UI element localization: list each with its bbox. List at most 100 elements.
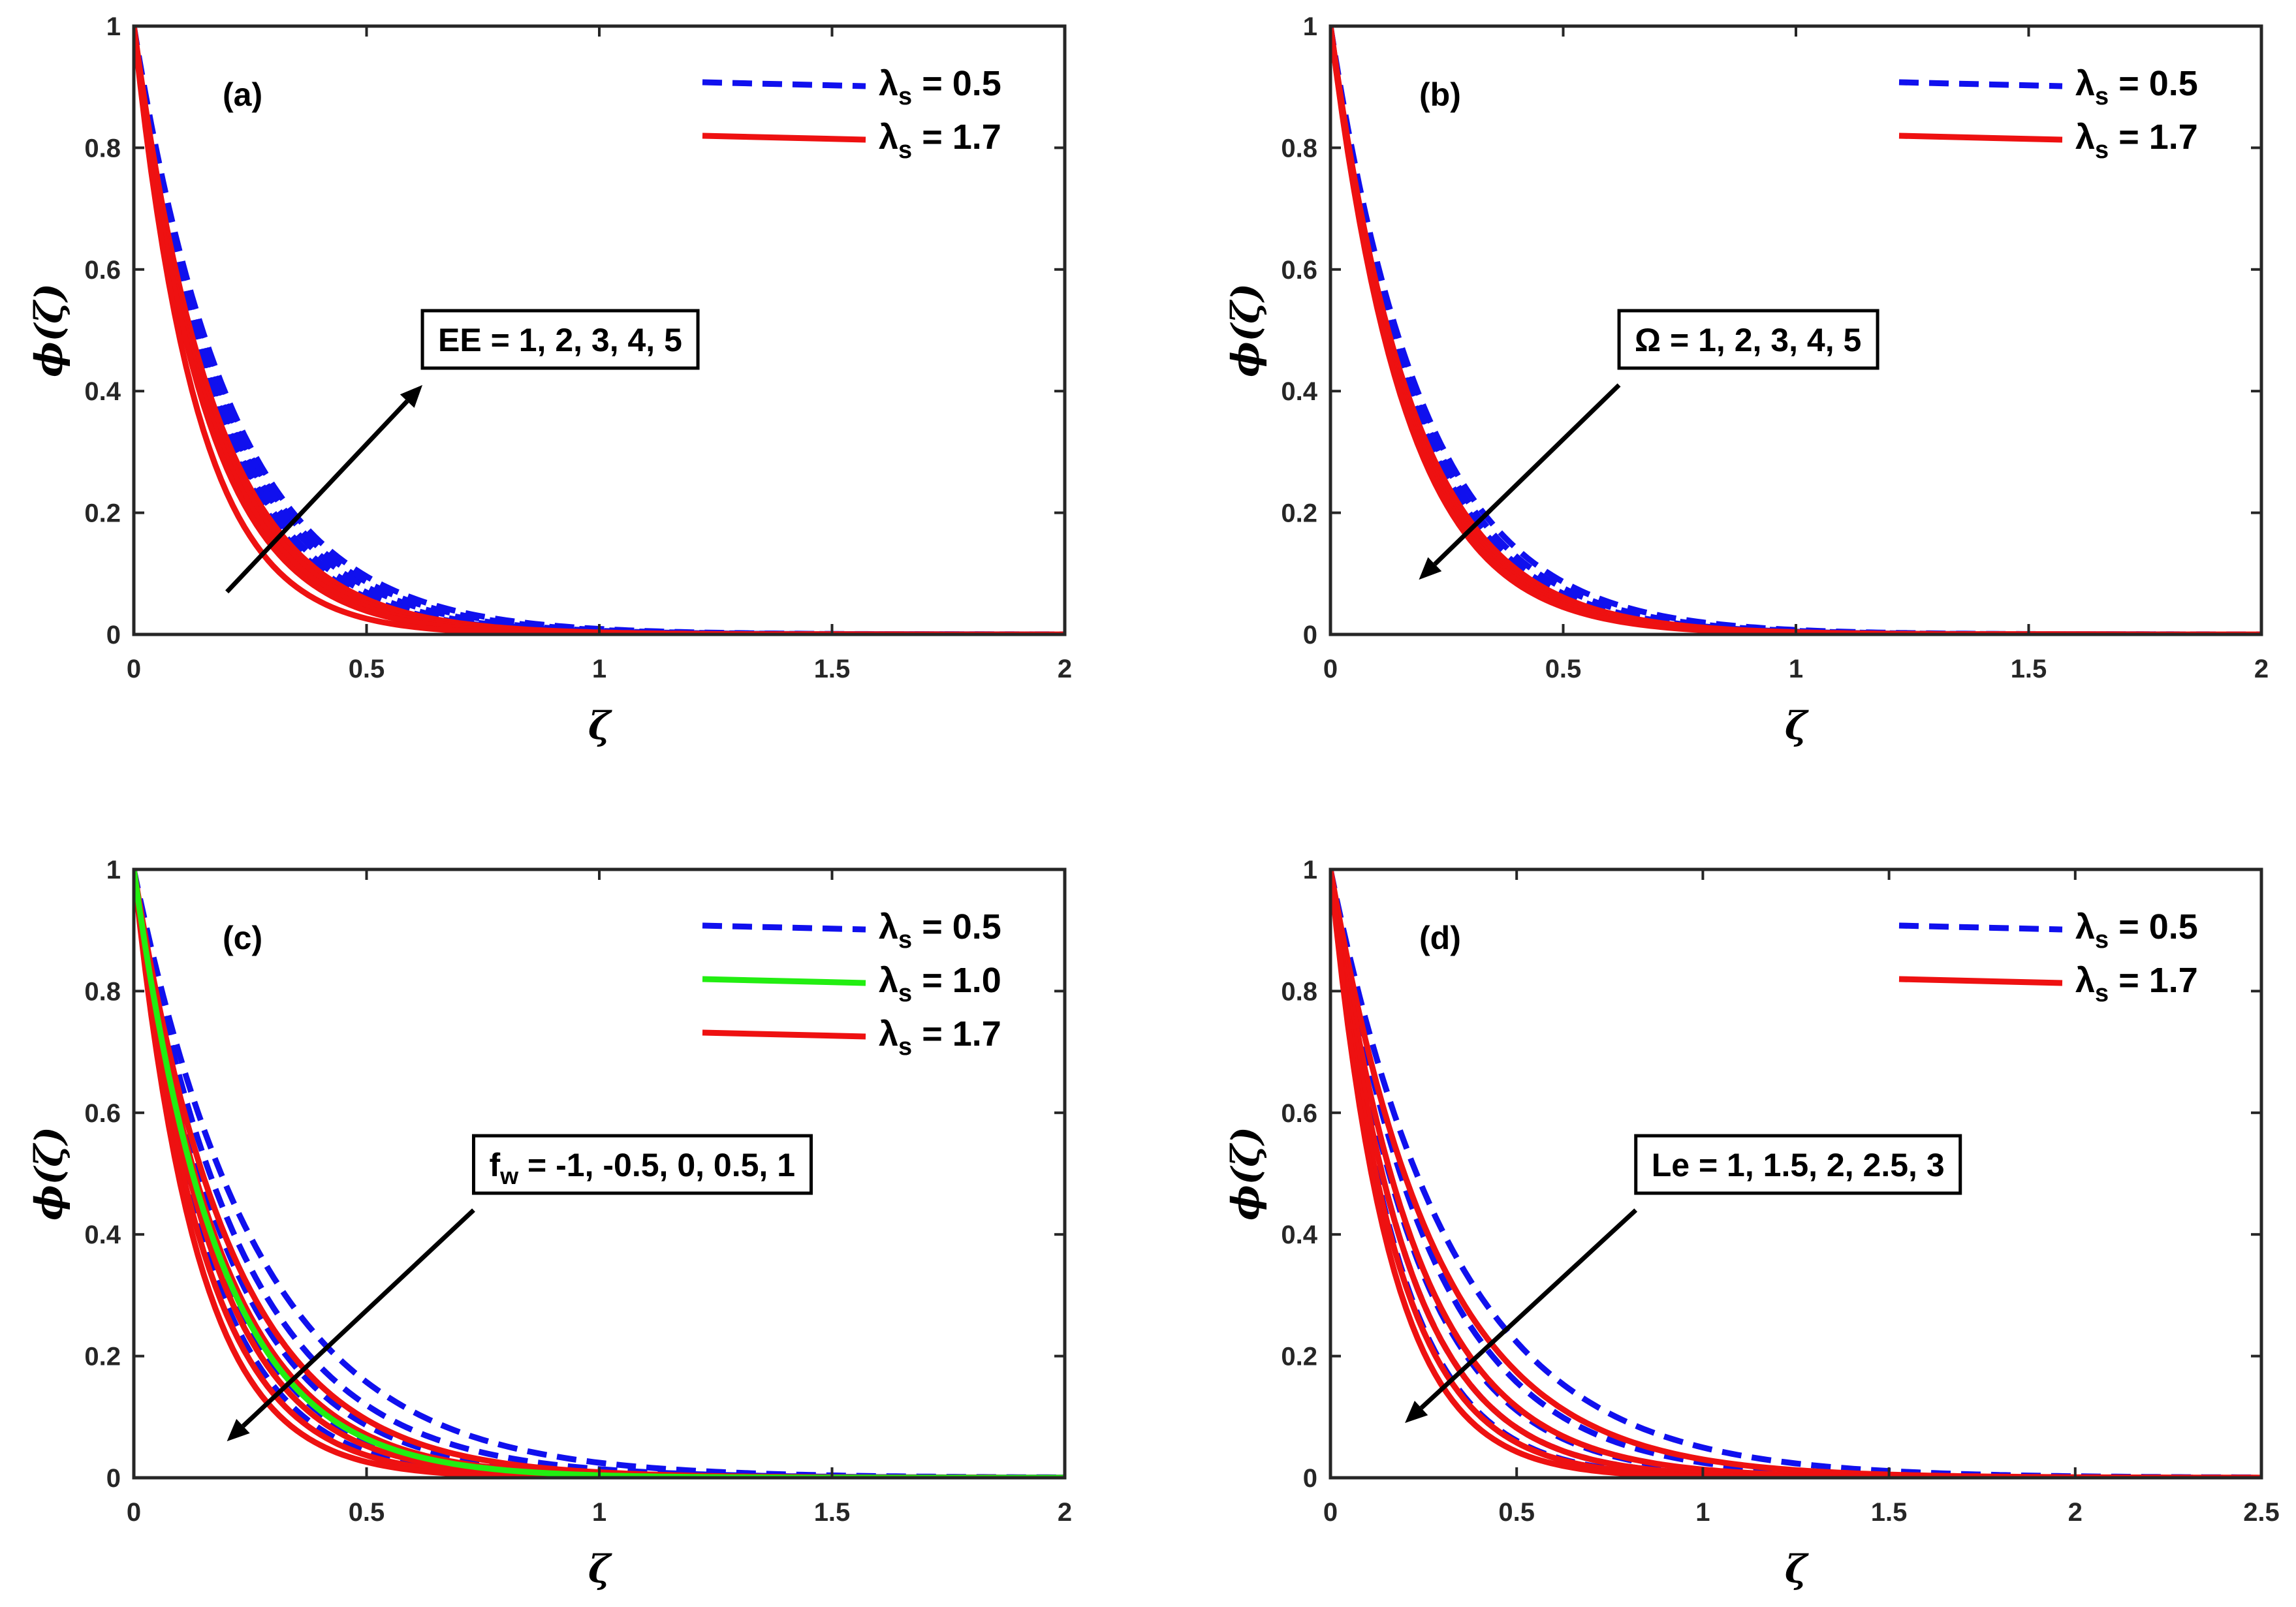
annotation-arrow-head: [400, 384, 423, 408]
y-tick-label: 0.6: [84, 256, 121, 285]
x-tick-label: 1.5: [2011, 655, 2047, 683]
x-tick-label: 0.5: [349, 1498, 385, 1527]
legend-line-1: [1898, 133, 2063, 143]
legend-value: = 1.7: [2109, 961, 2198, 1000]
y-axis-label: ϕ(ζ): [1223, 1127, 1268, 1221]
legend-symbol: λ: [879, 907, 898, 946]
legend-subscript: s: [898, 926, 912, 954]
annotation-text: Le = 1, 1.5, 2, 2.5, 3: [1652, 1147, 1945, 1183]
y-tick-label: 0: [1303, 621, 1317, 649]
y-tick-label: 0.8: [84, 134, 121, 163]
legend-line-0: [1898, 79, 2063, 89]
annotation-arrow: [225, 399, 409, 594]
y-axis-label: ϕ(ζ): [1223, 283, 1268, 377]
y-tick-label: 0: [1303, 1464, 1317, 1493]
y-tick-label: 0: [106, 1464, 121, 1493]
annotation: Le = 1, 1.5, 2, 2.5, 3: [1634, 1134, 1962, 1195]
annotation-arrow-head: [227, 1418, 250, 1442]
x-tick-label: 2: [1058, 1498, 1072, 1527]
y-axis-label: ϕ(ζ): [27, 1127, 71, 1221]
x-tick-label: 1: [1789, 655, 1803, 683]
legend-value: = 1.7: [2109, 117, 2198, 157]
annotation-arrow: [1433, 383, 1621, 566]
annotation-arrow: [1419, 1208, 1638, 1410]
y-tick-label: 0.8: [1281, 134, 1317, 163]
legend-entry-1: λs = 1.0: [879, 961, 1001, 1007]
y-tick-label: 0.4: [84, 1221, 121, 1249]
y-tick-label: 0.6: [1281, 256, 1317, 285]
legend-entry-0: λs = 0.5: [879, 64, 1001, 110]
annotation-main: f: [489, 1147, 500, 1183]
y-tick-label: 1: [106, 12, 121, 41]
series-line-0: [1330, 869, 2261, 1478]
x-tick-label: 0: [1323, 655, 1338, 683]
legend-symbol: λ: [2075, 64, 2095, 103]
annotation: fw = -1, -0.5, 0, 0.5, 1: [471, 1134, 813, 1195]
legend-entry-1: λs = 1.7: [879, 117, 1001, 164]
x-tick-label: 2.5: [2243, 1498, 2280, 1527]
legend-value: = 1.7: [912, 117, 1001, 157]
annotation-text: EE = 1, 2, 3, 4, 5: [438, 322, 682, 358]
y-tick-label: 0.2: [1281, 1343, 1317, 1371]
legend-value: = 0.5: [912, 64, 1001, 103]
x-tick-label: 1: [592, 1498, 606, 1527]
y-tick-label: 0.2: [84, 499, 121, 528]
x-tick-label: 1.5: [1871, 1498, 1908, 1527]
annotation-box: [1617, 309, 1879, 370]
annotation-main: EE = 1, 2, 3, 4, 5: [438, 322, 682, 358]
annotation: EE = 1, 2, 3, 4, 5: [420, 309, 700, 370]
annotation-rest: = -1, -0.5, 0, 0.5, 1: [518, 1147, 795, 1183]
y-tick-label: 0.6: [1281, 1099, 1317, 1128]
y-tick-label: 1: [1303, 856, 1317, 884]
legend-line-1: [702, 133, 866, 143]
annotation-subscript: w: [499, 1162, 519, 1189]
y-axis-label: ϕ(ζ): [27, 283, 71, 377]
legend-line-0: [1898, 922, 2063, 933]
legend-symbol: λ: [2075, 907, 2095, 946]
annotation-main: Le = 1, 1.5, 2, 2.5, 3: [1652, 1147, 1945, 1183]
legend-symbol: λ: [879, 117, 898, 157]
x-tick-label: 2: [2068, 1498, 2083, 1527]
y-tick-label: 1: [106, 856, 121, 884]
legend-symbol: λ: [879, 1014, 898, 1053]
x-axis-label: ζ: [1785, 1547, 1809, 1591]
x-tick-label: 0.5: [349, 655, 385, 683]
annotation-arrow-head: [1405, 1401, 1428, 1424]
y-tick-label: 1: [1303, 12, 1317, 41]
y-tick-label: 0.6: [84, 1099, 121, 1128]
legend-entry-1: λs = 1.7: [2075, 117, 2198, 164]
legend-subscript: s: [2095, 136, 2109, 164]
legend-line-1: [702, 976, 866, 986]
legend-subscript: s: [2095, 83, 2109, 110]
legend-value: = 1.7: [912, 1014, 1001, 1053]
annotation-box: [420, 309, 700, 370]
legend-line-0: [702, 79, 866, 89]
legend-value: = 0.5: [2109, 64, 2198, 103]
panel-label: (c): [223, 920, 262, 956]
legend-line-0: [702, 922, 866, 933]
x-tick-label: 0: [127, 655, 141, 683]
annotation: Ω = 1, 2, 3, 4, 5: [1617, 309, 1879, 370]
y-tick-label: 0.8: [1281, 977, 1317, 1006]
y-tick-label: 0: [106, 621, 121, 649]
legend-symbol: λ: [879, 64, 898, 103]
legend-subscript: s: [2095, 980, 2109, 1007]
y-tick-label: 0.4: [1281, 377, 1317, 406]
legend-value: = 0.5: [912, 907, 1001, 946]
x-tick-label: 1.5: [814, 655, 851, 683]
annotation-arrow: [242, 1208, 475, 1428]
y-tick-label: 0.4: [84, 377, 121, 406]
annotation-box: [471, 1134, 813, 1195]
legend-entry-1: λs = 1.7: [2075, 961, 2198, 1007]
legend-value: = 1.0: [912, 961, 1001, 1000]
y-tick-label: 0.2: [1281, 499, 1317, 528]
x-axis-label: ζ: [588, 704, 612, 748]
x-tick-label: 0.5: [1498, 1498, 1535, 1527]
x-tick-label: 1: [592, 655, 606, 683]
annotation-main: Ω = 1, 2, 3, 4, 5: [1635, 322, 1861, 358]
series-line-0: [134, 869, 1065, 1478]
legend-subscript: s: [2095, 926, 2109, 954]
axis-frame: [1329, 867, 2263, 1480]
